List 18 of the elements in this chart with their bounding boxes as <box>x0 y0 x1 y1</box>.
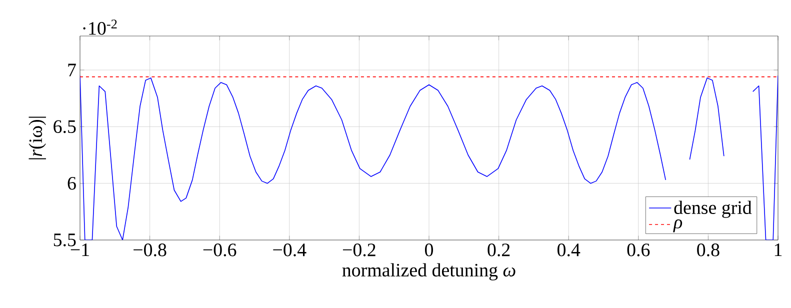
legend-label: ρ <box>673 219 682 232</box>
x-tick-label: 0.6 <box>627 244 650 256</box>
y-tick-label: 6.5 <box>54 120 76 134</box>
x-tick-label: −0.6 <box>203 244 236 256</box>
x-tick-label: 1 <box>774 244 782 256</box>
legend-label: dense grid <box>674 200 752 218</box>
x-tick-label: −0.8 <box>134 244 166 256</box>
text: ·10$^{-2}$ <box>83 20 117 35</box>
x-tick-label: 0.2 <box>488 244 510 256</box>
y-axis-title: |r(iω)| <box>28 116 46 160</box>
y-tick-label: 6 <box>68 176 76 190</box>
x-tick-label: −0.2 <box>342 244 376 256</box>
y-tick-label: 7 <box>68 64 76 76</box>
x-tick-label: −0.4 <box>273 244 306 256</box>
x-tick-label: 0.8 <box>697 244 720 256</box>
x-tick-label: 0 <box>424 244 434 256</box>
x-axis-title: normalized detuning ω <box>342 263 516 280</box>
x-tick-label: 0.4 <box>557 244 580 256</box>
